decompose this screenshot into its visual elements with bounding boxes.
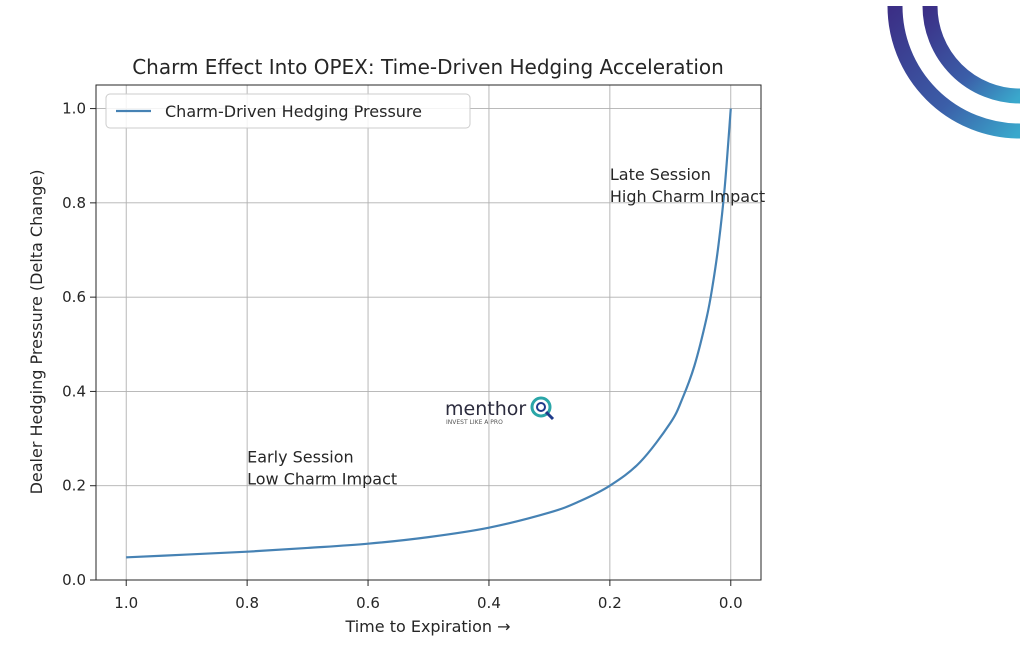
watermark-brand: menthor <box>445 398 526 420</box>
q-logo-icon <box>530 396 555 421</box>
annotation-text: Late Session High Charm Impact <box>610 165 765 206</box>
annotation-line: Low Charm Impact <box>247 470 397 489</box>
chart-title: Charm Effect Into OPEX: Time-Driven Hedg… <box>132 55 724 79</box>
x-tick-label: 0.0 <box>719 594 743 612</box>
y-tick-label: 0.6 <box>62 288 86 306</box>
brand-arcs-logo <box>887 5 1021 139</box>
x-tick-label: 0.2 <box>598 594 622 612</box>
y-tick-label: 0.8 <box>62 194 86 212</box>
legend-label: Charm-Driven Hedging Pressure <box>165 102 422 121</box>
grid-lines <box>96 85 761 581</box>
x-axis-label: Time to Expiration → <box>344 617 510 636</box>
x-axis-ticks: 1.0 0.8 0.6 0.4 0.2 0.0 <box>114 580 743 612</box>
y-axis-label: Dealer Hedging Pressure (Delta Change) <box>27 170 46 495</box>
y-tick-label: 0.2 <box>62 477 86 495</box>
plot-frame <box>95 84 762 581</box>
y-tick-label: 1.0 <box>62 100 86 118</box>
y-axis-ticks: 0.0 0.2 0.4 0.6 0.8 1.0 <box>62 100 96 589</box>
x-tick-label: 1.0 <box>114 594 138 612</box>
x-tick-label: 0.8 <box>235 594 259 612</box>
annotation-line: High Charm Impact <box>610 187 765 206</box>
watermark-tagline: INVEST LIKE A PRO <box>446 419 503 426</box>
legend: Charm-Driven Hedging Pressure <box>105 93 471 129</box>
annotation-text: Early Session Low Charm Impact <box>247 448 397 489</box>
annotation-line: Late Session <box>610 165 711 184</box>
menthorq-watermark: menthor INVEST LIKE A PRO <box>445 396 555 426</box>
y-tick-label: 0.0 <box>62 571 86 589</box>
series-layer <box>126 108 732 559</box>
x-tick-label: 0.4 <box>477 594 501 612</box>
annotation-line: Early Session <box>247 448 354 467</box>
y-tick-label: 0.4 <box>62 382 86 400</box>
series-line <box>126 108 732 559</box>
annotations: Early Session Low Charm Impact Late Sessio… <box>247 165 765 489</box>
x-tick-label: 0.6 <box>356 594 380 612</box>
